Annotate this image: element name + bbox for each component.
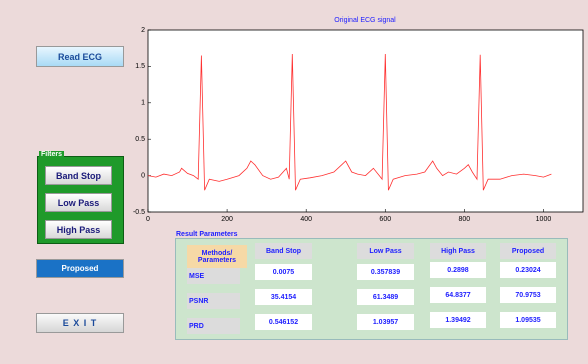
read-ecg-button[interactable]: Read ECG xyxy=(36,46,124,67)
table-cell: 0.357839 xyxy=(357,264,414,280)
filters-title: Filters xyxy=(39,151,65,158)
y-tick-label: 1.5 xyxy=(135,63,145,70)
x-tick-label: 0 xyxy=(146,216,150,223)
exit-button[interactable]: E X I T xyxy=(36,313,124,333)
table-header: Proposed xyxy=(500,243,556,259)
plot-area xyxy=(147,29,584,213)
low-pass-button[interactable]: Low Pass xyxy=(45,193,112,212)
ecg-line xyxy=(147,53,552,191)
x-tick-label: 200 xyxy=(221,216,233,223)
x-tick-label: 400 xyxy=(300,216,312,223)
x-tick-label: 600 xyxy=(379,216,391,223)
band-stop-button[interactable]: Band Stop xyxy=(45,166,112,185)
table-cell: 0.546152 xyxy=(255,314,312,330)
table-cell: 1.39492 xyxy=(430,312,486,328)
y-tick-label: 2 xyxy=(141,27,145,34)
x-tick-label: 1000 xyxy=(536,216,552,223)
table-header: High Pass xyxy=(430,243,486,259)
table-cell: 1.09535 xyxy=(500,312,556,328)
row-label: PSNR xyxy=(187,293,240,309)
row-label: PRD xyxy=(187,318,240,334)
table-cell: 0.0075 xyxy=(255,264,312,280)
row-label: MSE xyxy=(187,268,240,284)
table-cell: 70.9753 xyxy=(500,287,556,303)
table-cell: 64.8377 xyxy=(430,287,486,303)
chart-title: Original ECG signal xyxy=(334,17,396,24)
y-tick-label: -0.5 xyxy=(133,209,145,216)
y-tick-label: 1 xyxy=(141,100,145,107)
table-cell: 35.4154 xyxy=(255,289,312,305)
table-header: Band Stop xyxy=(255,243,312,259)
high-pass-button[interactable]: High Pass xyxy=(45,220,112,239)
table-cell: 61.3489 xyxy=(357,289,414,305)
table-header: Methods/ Parameters xyxy=(187,245,247,268)
y-tick-label: 0.5 xyxy=(135,136,145,143)
table-cell: 0.23024 xyxy=(500,262,556,278)
table-header: Low Pass xyxy=(357,243,414,259)
y-tick-label: 0 xyxy=(141,172,145,179)
ecg-plot: Original ECG signal -0.500.511.520 200 400… xyxy=(133,17,584,223)
table-cell: 0.2898 xyxy=(430,262,486,278)
table-cell: 1.03957 xyxy=(357,314,414,330)
x-tick-label: 800 xyxy=(459,216,471,223)
results-title: Result Parameters xyxy=(176,231,238,238)
proposed-button[interactable]: Proposed xyxy=(36,259,124,278)
